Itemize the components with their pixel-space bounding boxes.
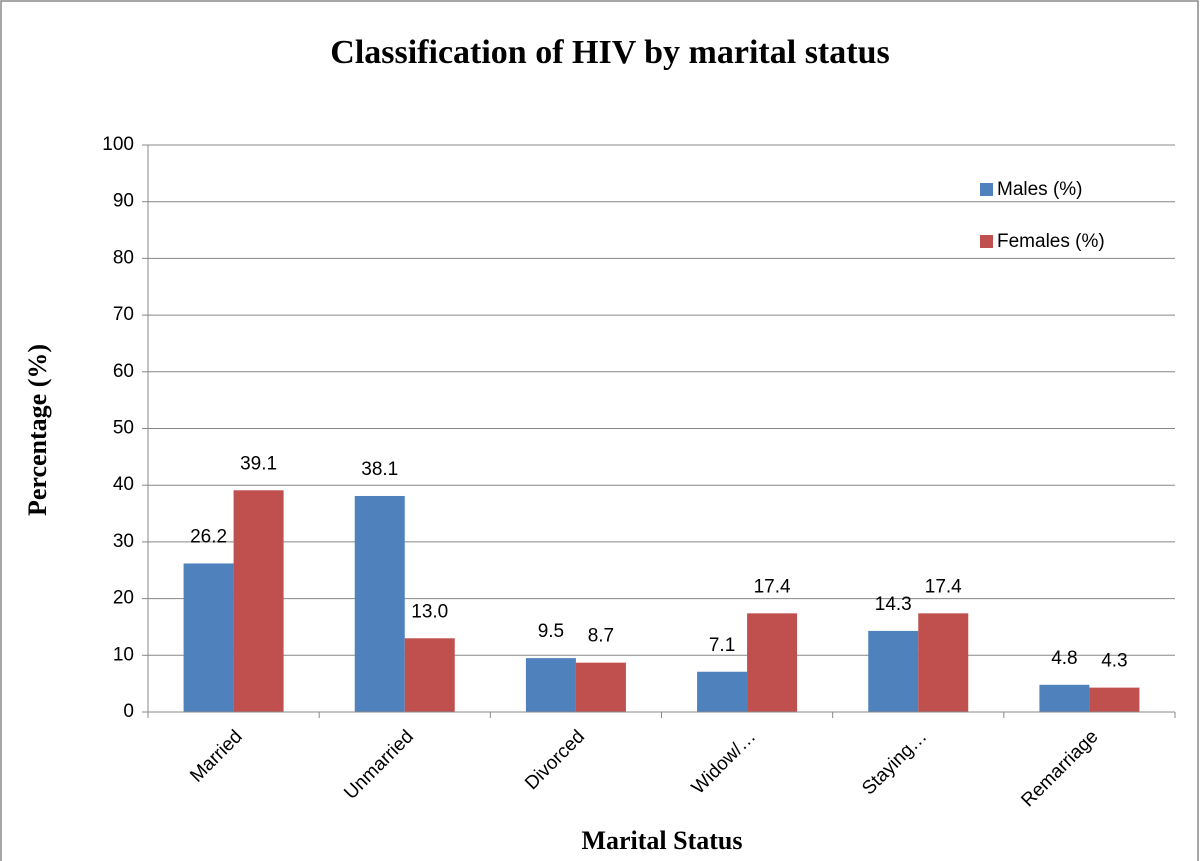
bar (575, 662, 626, 712)
data-label: 4.8 (1051, 648, 1077, 669)
legend-label: Males (%) (997, 179, 1083, 200)
y-tick-label: 100 (102, 134, 134, 155)
bar (404, 638, 455, 712)
bar (354, 495, 405, 712)
y-tick-label: 40 (113, 474, 134, 495)
y-tick-label: 30 (113, 531, 134, 552)
data-label: 26.2 (190, 526, 227, 547)
legend-swatch (980, 183, 993, 196)
bar (868, 630, 919, 712)
bar (918, 613, 969, 712)
bar (233, 490, 284, 712)
bar (525, 658, 576, 712)
x-axis-label: Marital Status (581, 826, 742, 855)
y-tick-label: 0 (123, 701, 134, 722)
bar (747, 613, 798, 712)
bar (697, 671, 748, 712)
data-label: 14.3 (875, 594, 912, 615)
bar (1089, 687, 1140, 712)
data-label: 7.1 (709, 635, 735, 656)
chart-title: Classification of HIV by marital status (330, 34, 889, 71)
legend-label: Females (%) (997, 231, 1105, 252)
bar (1039, 684, 1090, 712)
data-label: 4.3 (1101, 651, 1127, 672)
data-label: 9.5 (538, 621, 564, 642)
data-label: 17.4 (754, 576, 791, 597)
bar (183, 563, 234, 712)
y-tick-label: 50 (113, 418, 134, 439)
data-label: 13.0 (411, 601, 448, 622)
legend-swatch (980, 235, 993, 248)
y-tick-label: 20 (113, 588, 134, 609)
data-label: 38.1 (361, 459, 398, 480)
data-label: 17.4 (925, 576, 962, 597)
y-axis-label: Percentage (%) (23, 344, 52, 516)
data-label: 39.1 (240, 453, 277, 474)
y-tick-label: 70 (113, 304, 134, 325)
data-label: 8.7 (588, 626, 614, 647)
y-tick-label: 10 (113, 644, 134, 665)
y-tick-label: 60 (113, 361, 134, 382)
y-tick-label: 90 (113, 191, 134, 212)
y-tick-label: 80 (113, 247, 134, 268)
